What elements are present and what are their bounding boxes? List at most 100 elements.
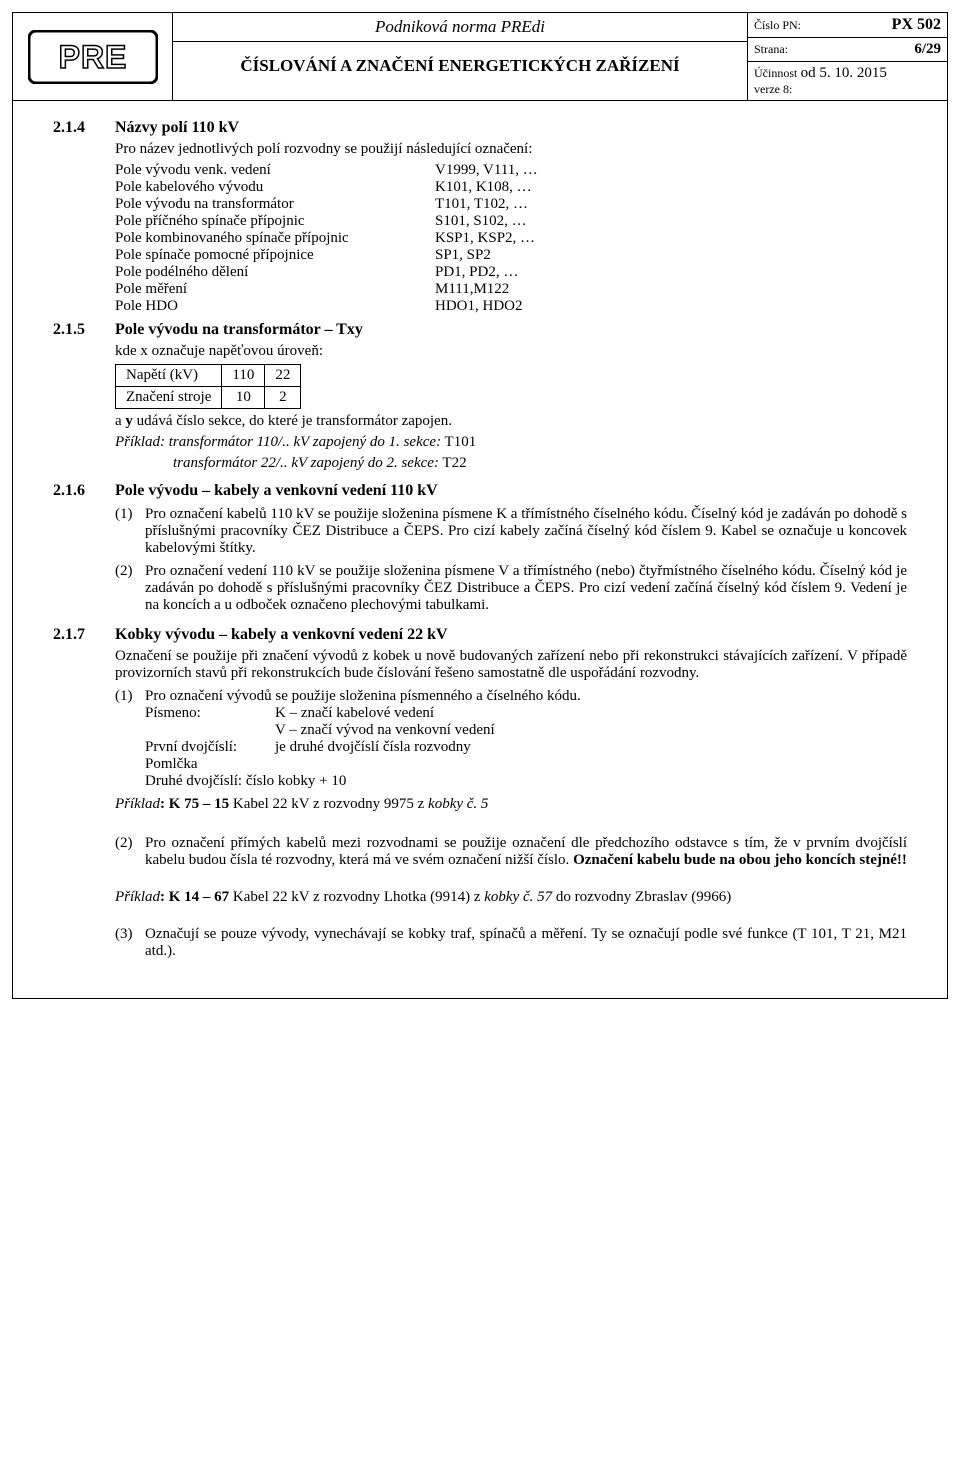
numbered-para: (2) Pro označení vedení 110 kV se použij… [115, 563, 907, 614]
page-frame: PRE Podniková norma PREdi ČÍSLOVÁNÍ A ZN… [12, 12, 948, 999]
defn-val: V – značí vývod na venkovní vedení [275, 722, 907, 739]
defn-line: Pomlčka [145, 756, 907, 773]
kv-key: Pole spínače pomocné přípojnice [115, 247, 435, 264]
kv-val: PD1, PD2, … [435, 264, 907, 281]
example-1-italic: Příklad: transformátor 110/.. kV zapojen… [115, 434, 441, 450]
example-1-val: T101 [441, 434, 476, 450]
kv-key: Pole kombinovaného spínače přípojnic [115, 230, 435, 247]
spacer [115, 817, 907, 829]
defn-line: Druhé dvojčíslí: číslo kobky + 10 [145, 773, 907, 790]
meta-ver-label: verze 8: [754, 82, 792, 97]
para-body: Pro označení vývodů se použije složenina… [145, 688, 907, 790]
para-bold: Označení kabelu bude na obou jeho koncíc… [573, 852, 907, 868]
para-lead: Pro označení vývodů se použije složenina… [145, 688, 907, 705]
example-2-italic: transformátor 22/.. kV zapojený do 2. se… [173, 455, 439, 471]
ex-lead: Příklad [115, 796, 160, 812]
kv-val: M111,M122 [435, 281, 907, 298]
kv-val: V1999, V111, … [435, 162, 907, 179]
example-line: Příklad: K 75 – 15 Kabel 22 kV z rozvodn… [115, 796, 907, 813]
kv-val: SP1, SP2 [435, 247, 907, 264]
defn-row: První dvojčíslí: je druhé dvojčíslí čísl… [145, 739, 907, 756]
para-number: (2) [115, 563, 145, 614]
kv-row: Pole vývodu na transformátorT101, T102, … [115, 196, 907, 213]
section-intro: kde x označuje napěťovou úroveň: [115, 343, 907, 360]
section-216: 2.1.6 Pole vývodu – kabely a venkovní ve… [53, 482, 907, 620]
numbered-para: (3) Označují se pouze vývody, vynechávaj… [115, 926, 907, 960]
section-title: Pole vývodu – kabely a venkovní vedení 1… [115, 482, 907, 500]
section-num: 2.1.7 [53, 626, 115, 966]
table-cell: 10 [222, 387, 265, 409]
kv-row: Pole měřeníM111,M122 [115, 281, 907, 298]
svg-text:PRE: PRE [58, 39, 127, 75]
section-num: 2.1.5 [53, 321, 115, 476]
kv-val: S101, S102, … [435, 213, 907, 230]
kv-key: Pole podélného dělení [115, 264, 435, 281]
table-cell: 110 [222, 365, 265, 387]
kv-val: HDO1, HDO2 [435, 298, 907, 315]
kv-row: Pole spínače pomocné přípojniceSP1, SP2 [115, 247, 907, 264]
meta-eff-value: od 5. 10. 2015 [801, 65, 887, 81]
para-body: Pro označení přímých kabelů mezi rozvodn… [145, 835, 907, 869]
kv-row: Pole kabelového vývoduK101, K108, … [115, 179, 907, 196]
kv-val: KSP1, KSP2, … [435, 230, 907, 247]
defn-key: Písmeno: [145, 705, 275, 722]
kv-list: Pole vývodu venk. vedeníV1999, V111, … P… [115, 162, 907, 315]
defn-row: Písmeno: K – značí kabelové vedení [145, 705, 907, 722]
kv-key: Pole příčného spínače přípojnic [115, 213, 435, 230]
para-text: Označují se pouze vývody, vynechávají se… [145, 926, 907, 960]
numbered-para: (2) Pro označení přímých kabelů mezi roz… [115, 835, 907, 869]
table-cell: Značení stroje [116, 387, 222, 409]
ex-lead: Příklad [115, 889, 160, 905]
spacer [115, 910, 907, 920]
table-row: Značení stroje 10 2 [116, 387, 301, 409]
ex-bold: : K 14 – 67 [160, 889, 233, 905]
kv-row: Pole kombinovaného spínače přípojnicKSP1… [115, 230, 907, 247]
kv-row: Pole vývodu venk. vedeníV1999, V111, … [115, 162, 907, 179]
section-intro: Označení se použije při značení vývodů z… [115, 648, 907, 682]
kv-key: Pole kabelového vývodu [115, 179, 435, 196]
kv-val: T101, T102, … [435, 196, 907, 213]
example-line: Příklad: K 14 – 67 Kabel 22 kV z rozvodn… [115, 889, 907, 906]
section-num: 2.1.6 [53, 482, 115, 620]
defn-row: V – značí vývod na venkovní vedení [145, 722, 907, 739]
para-number: (3) [115, 926, 145, 960]
ex-bold: : K 75 – 15 [160, 796, 233, 812]
after-table-text: a y a y udává číslo sekce, do které je t… [115, 413, 907, 430]
kv-row: Pole HDOHDO1, HDO2 [115, 298, 907, 315]
ex-rest: Kabel 22 kV z rozvodny 9975 z [233, 796, 428, 812]
page-header: PRE Podniková norma PREdi ČÍSLOVÁNÍ A ZN… [13, 13, 947, 101]
page-content: 2.1.4 Názvy polí 110 kV Pro název jednot… [13, 101, 947, 998]
section-title: Pole vývodu na transformátor – Txy [115, 321, 907, 339]
section-title: Kobky vývodu – kabely a venkovní vedení … [115, 626, 907, 644]
ex-italic: kobky č. 5 [428, 796, 488, 812]
meta-page-value: 6/29 [914, 41, 941, 58]
kv-key: Pole měření [115, 281, 435, 298]
kv-key: Pole HDO [115, 298, 435, 315]
ex-rest: Kabel 22 kV z rozvodny Lhotka (9914) z [233, 889, 484, 905]
meta-page-label: Strana: [754, 42, 788, 57]
para-number: (1) [115, 688, 145, 790]
defn-key: První dvojčíslí: [145, 739, 275, 756]
section-214: 2.1.4 Názvy polí 110 kV Pro název jednot… [53, 119, 907, 315]
table-cell: 2 [265, 387, 301, 409]
numbered-para: (1) Pro označení vývodů se použije slože… [115, 688, 907, 790]
example-1: Příklad: transformátor 110/.. kV zapojen… [115, 434, 907, 451]
section-title: Názvy polí 110 kV [115, 119, 907, 137]
meta-eff: Účinnost od 5. 10. 2015 verze 8: [748, 62, 947, 100]
spacer [115, 875, 907, 885]
kv-key: Pole vývodu venk. vedení [115, 162, 435, 179]
para-text: Pro označení vedení 110 kV se použije sl… [145, 563, 907, 614]
para-text: Pro označení kabelů 110 kV se použije sl… [145, 506, 907, 557]
example-2: transformátor 22/.. kV zapojený do 2. se… [173, 455, 907, 472]
numbered-para: (1) Pro označení kabelů 110 kV se použij… [115, 506, 907, 557]
para-number: (2) [115, 835, 145, 869]
kv-row: Pole příčného spínače přípojnicS101, S10… [115, 213, 907, 230]
section-217: 2.1.7 Kobky vývodu – kabely a venkovní v… [53, 626, 907, 966]
meta-pn-value: PX 502 [892, 16, 941, 34]
section-num: 2.1.4 [53, 119, 115, 315]
example-2-val: T22 [439, 455, 467, 471]
table-row: Napětí (kV) 110 22 [116, 365, 301, 387]
voltage-table: Napětí (kV) 110 22 Značení stroje 10 2 [115, 364, 301, 409]
ex-italic: kobky č. 57 [484, 889, 552, 905]
section-intro: Pro název jednotlivých polí rozvodny se … [115, 141, 907, 158]
